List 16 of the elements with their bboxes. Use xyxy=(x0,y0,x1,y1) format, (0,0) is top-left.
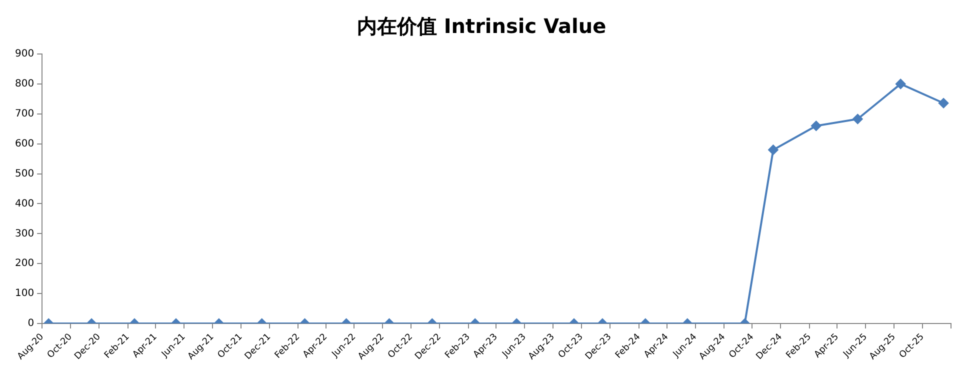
point xyxy=(896,78,906,89)
point xyxy=(768,144,778,155)
y-tick-label: 500 xyxy=(14,168,34,180)
y-tick-label: 100 xyxy=(14,288,34,300)
chart-title: 内在价值 Intrinsic Value xyxy=(356,14,606,38)
y-tick-label: 200 xyxy=(14,258,34,270)
y-tick-label: 600 xyxy=(14,138,34,150)
y-tick-label: 0 xyxy=(28,318,34,330)
point xyxy=(938,98,949,108)
point xyxy=(852,114,863,124)
point xyxy=(811,120,822,131)
y-tick-label: 900 xyxy=(14,48,34,60)
y-tick-label: 400 xyxy=(14,198,34,210)
y-tick-label: 300 xyxy=(14,228,34,240)
y-tick-label: 800 xyxy=(14,78,34,90)
y-tick-label: 700 xyxy=(14,108,34,120)
